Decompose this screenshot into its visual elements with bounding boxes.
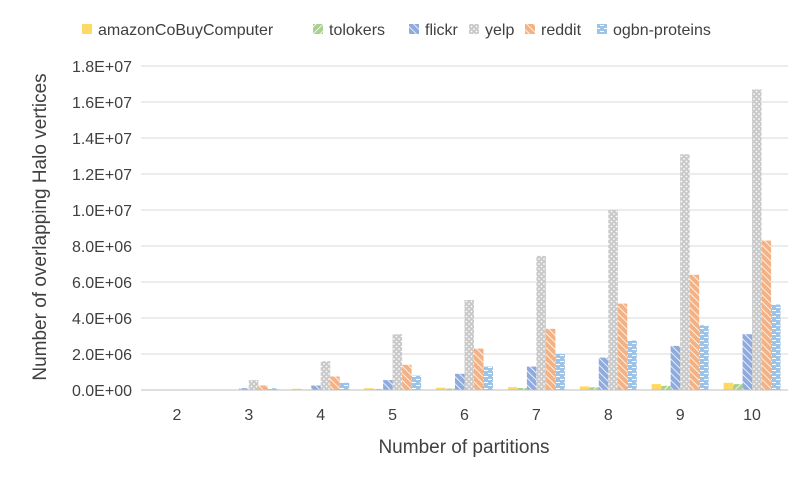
bar-reddit-10 [761,240,772,390]
bar-flickr-7 [526,366,537,390]
bar-amazonCoBuyComputer-8 [579,386,590,390]
bar-yelp-9 [680,154,690,390]
x-axis-label: Number of partitions [378,437,549,458]
bar-yelp-7 [536,255,546,390]
y-tick-label: 1.0E+07 [72,203,132,220]
bar-reddit-6 [474,348,484,390]
bar-ogbn-proteins-4 [339,382,350,390]
bar-yelp-6 [464,300,474,390]
x-tick-label: 6 [460,407,469,424]
bar-ogbn-proteins-6 [483,366,493,390]
bar-reddit-7 [545,328,556,390]
y-tick-label: 1.4E+07 [72,131,132,148]
bar-yelp-5 [392,334,403,390]
bar-reddit-5 [402,364,412,390]
bar-flickr-4 [311,385,321,390]
x-tick-label: 5 [388,407,397,424]
bar-tolokers-5 [373,388,384,390]
bar-reddit-4 [330,376,340,390]
x-tick-label: 7 [532,407,541,424]
bar-reddit-3 [258,385,268,390]
y-tick-label: 1.2E+07 [72,167,132,184]
bar-yelp-3 [248,380,259,390]
legend-label-reddit: reddit [541,22,582,39]
bar-tolokers-8 [589,387,599,390]
y-tick-label: 6.0E+06 [72,275,132,292]
legend-label-tolokers: tolokers [329,22,385,39]
bar-tolokers-9 [661,385,671,390]
bar-amazonCoBuyComputer-7 [507,387,518,390]
y-axis-label: Number of overlapping Halo vertices [30,73,51,380]
y-axis-ticks: 0.0E+00 2.0E+06 4.0E+06 6.0E+06 8.0E+06 1.0E+… [72,59,132,400]
bar-flickr-9 [670,345,681,390]
legend-swatch-ogbn-proteins [597,24,607,34]
gridlines [141,65,788,355]
x-tick-label: 10 [743,407,761,424]
x-tick-label: 9 [676,407,685,424]
x-tick-label: 2 [172,407,181,424]
bar-amazonCoBuyComputer-6 [436,387,446,390]
y-tick-label: 1.6E+07 [72,95,132,112]
bar-ogbn-proteins-7 [555,354,565,390]
bar-ogbn-proteins-9 [699,325,709,390]
legend-swatch-reddit [525,24,535,34]
bar-amazonCoBuyComputer-10 [723,382,734,390]
y-tick-label: 2.0E+06 [72,347,132,364]
legend-swatch-amazonCoBuyComputer [82,24,92,34]
legend: amazonCoBuyComputer tolokers flickr yelp red… [82,22,711,39]
bar-tolokers-10 [733,384,743,390]
x-tick-label: 4 [316,407,325,424]
legend-swatch-flickr [409,24,419,34]
bar-yelp-10 [752,89,762,391]
bar-flickr-5 [383,380,393,390]
bar-ogbn-proteins-5 [411,375,422,390]
bar-flickr-6 [455,373,465,390]
legend-label-amazonCoBuyComputer: amazonCoBuyComputer [98,22,274,39]
legend-label-yelp: yelp [485,22,514,39]
bar-amazonCoBuyComputer-9 [651,384,662,390]
legend-swatch-tolokers [313,24,323,34]
bar-ogbn-proteins-10 [771,304,781,390]
bar-flickr-8 [598,357,609,390]
y-tick-label: 0.0E+00 [72,383,132,400]
bar-flickr-10 [742,334,753,390]
x-axis-ticks: 2 3 4 5 6 7 8 9 10 [172,407,761,424]
bars [220,89,781,391]
bar-amazonCoBuyComputer-4 [292,388,302,390]
bar-yelp-8 [608,210,618,390]
x-tick-label: 8 [604,407,613,424]
bar-ogbn-proteins-8 [627,340,637,390]
bar-yelp-4 [320,361,331,390]
y-tick-label: 8.0E+06 [72,239,132,256]
bar-tolokers-7 [517,388,527,390]
legend-label-flickr: flickr [425,22,459,39]
bar-reddit-9 [689,274,700,390]
legend-label-ogbn-proteins: ogbn-proteins [613,22,711,39]
y-tick-label: 4.0E+06 [72,311,132,328]
bar-ogbn-proteins-3 [267,388,278,390]
y-tick-label: 1.8E+07 [72,59,132,76]
bar-tolokers-6 [445,388,455,390]
bar-amazonCoBuyComputer-5 [364,388,374,390]
bar-flickr-3 [239,388,249,390]
x-tick-label: 3 [244,407,253,424]
legend-swatch-yelp [469,24,479,34]
bar-reddit-8 [617,303,628,390]
